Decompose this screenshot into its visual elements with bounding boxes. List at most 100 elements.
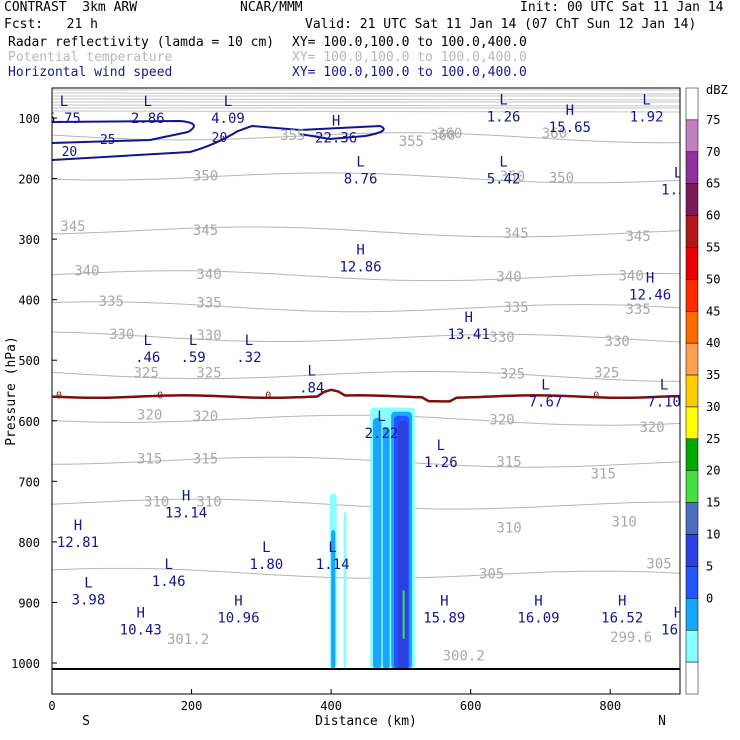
y-tick-label-800: 800 <box>18 536 40 550</box>
extremum-value: 10.96 <box>217 610 259 626</box>
theta-label-320: 320 <box>193 409 218 425</box>
theta-label-340: 340 <box>619 268 644 284</box>
theta-label-340: 340 <box>196 267 221 283</box>
extremum-type: L <box>144 333 152 349</box>
extremum-h-32: H16.52 <box>601 593 643 626</box>
extremum-value: 1.26 <box>487 110 521 126</box>
potential-temperature-contours <box>52 89 680 579</box>
extremum-l-20: L2.22 <box>365 409 399 442</box>
theta-label-325: 325 <box>500 367 525 383</box>
theta-label-325: 325 <box>196 365 221 381</box>
extremum-value: 2.86 <box>131 111 165 127</box>
extremum-type: L <box>499 154 507 170</box>
field-2-xy: XY= 100.0,100.0 to 100.0,400.0 <box>292 50 527 65</box>
zero-line-label-3: 0 <box>265 390 271 401</box>
wind-contour-20 <box>52 124 385 161</box>
theta-label-315: 315 <box>496 454 521 470</box>
theta-label-315: 315 <box>591 466 616 482</box>
extremum-l-2: L2.86 <box>131 94 165 127</box>
wind-contour-25 <box>52 119 195 144</box>
theta-label-299-6: 299.6 <box>610 630 652 646</box>
extremum-value: 22.36 <box>315 130 357 146</box>
theta-label-360: 360 <box>437 126 462 142</box>
extremum-type: L <box>541 377 549 393</box>
extremum-value: 1.80 <box>249 557 283 573</box>
colorbar-swatch-9 <box>685 342 699 376</box>
extremum-l-27: L3.98 <box>72 575 106 608</box>
extremum-h-6: H15.65 <box>549 103 591 136</box>
theta-label-320: 320 <box>137 408 162 424</box>
upper-theta-band <box>52 92 680 95</box>
colorbar-level-10: 10 <box>706 528 720 542</box>
theta-label-315: 315 <box>137 451 162 467</box>
colorbar-swatch-12 <box>685 438 699 471</box>
colorbar-swatch-15 <box>685 534 699 567</box>
theta-label-315: 315 <box>193 451 218 467</box>
extremum-type: H <box>74 518 82 534</box>
right-endpoint-label: N <box>658 714 666 729</box>
colorbar-swatch-13 <box>685 470 699 503</box>
colorbar-level-55: 55 <box>706 240 720 254</box>
plot-frame <box>51 87 681 695</box>
theta-330-line <box>52 331 680 343</box>
extremum-value: 16.5 <box>661 623 695 639</box>
extremum-value: 5.42 <box>487 171 521 187</box>
extremum-value: 13.14 <box>165 506 207 522</box>
init-time: Init: 00 UTC Sat 11 Jan 14 <box>520 0 724 15</box>
extremum-type: H <box>440 593 448 609</box>
theta-label-320: 320 <box>489 413 514 429</box>
wind-contour-label-20: 20 <box>212 131 228 146</box>
x-tick-label-400: 400 <box>320 699 342 713</box>
x-tick-label-600: 600 <box>460 699 482 713</box>
theta-label-330: 330 <box>489 330 514 346</box>
x-tick-label-0: 0 <box>48 699 55 713</box>
x-tick-label-200: 200 <box>181 699 203 713</box>
theta-label-305: 305 <box>479 566 504 582</box>
extremum-value: 8.76 <box>344 171 378 187</box>
theta-label-305: 305 <box>646 557 671 573</box>
extremum-value: 3.98 <box>72 592 106 608</box>
extremum-type: L <box>262 540 270 556</box>
plot-background <box>52 88 680 694</box>
colorbar-level-60: 60 <box>706 209 720 223</box>
extremum-value: 15.89 <box>423 610 465 626</box>
reflectivity-column-6 <box>382 426 390 670</box>
extremum-type: H <box>464 310 472 326</box>
colorbar-swatch-19 <box>685 661 699 695</box>
zero-line-label-2: 0 <box>157 390 163 401</box>
extremum-type: L <box>224 94 232 110</box>
y-tick-label-900: 900 <box>18 596 40 610</box>
colorbar-swatch-8 <box>685 311 699 344</box>
extremum-h-28: H10.43 <box>120 606 162 639</box>
y-tick-label-500: 500 <box>18 354 40 368</box>
extremum-h-13: H13.41 <box>448 310 490 343</box>
upper-theta-band <box>52 104 680 107</box>
extremum-l-9: L5.42 <box>487 154 521 187</box>
extremum-l-24: L1.80 <box>249 540 283 573</box>
extremum-h-29: H10.96 <box>217 593 259 626</box>
theta-label-355: 355 <box>399 134 424 150</box>
extremum-l-25: L1.14 <box>316 540 350 573</box>
extremum-type: L <box>164 557 172 573</box>
extremum-l-15: L.59 <box>180 333 205 366</box>
reflectivity-column-9 <box>398 420 408 670</box>
y-tick-label-300: 300 <box>18 233 40 247</box>
left-endpoint-label: S <box>82 714 90 729</box>
y-axis-title: Pressure (hPa) <box>4 336 19 446</box>
theta-label-350: 350 <box>549 170 574 186</box>
extremum-value: 1.92 <box>630 110 664 126</box>
extremum-type: H <box>618 593 626 609</box>
extremum-l-3: L4.09 <box>211 94 245 127</box>
extremum-type: H <box>234 593 242 609</box>
field-1-xy: XY= 100.0,100.0 to 100.0,400.0 <box>292 35 527 50</box>
y-tick-label-700: 700 <box>18 475 40 489</box>
theta-label-325: 325 <box>134 365 159 381</box>
zero-isotherm-line <box>52 388 680 403</box>
extremum-h-12: H12.46 <box>629 271 671 304</box>
theta-label-340: 340 <box>74 264 99 280</box>
colorbar-swatch-4 <box>685 183 699 216</box>
zero-line-label-1: 0 <box>56 390 62 401</box>
